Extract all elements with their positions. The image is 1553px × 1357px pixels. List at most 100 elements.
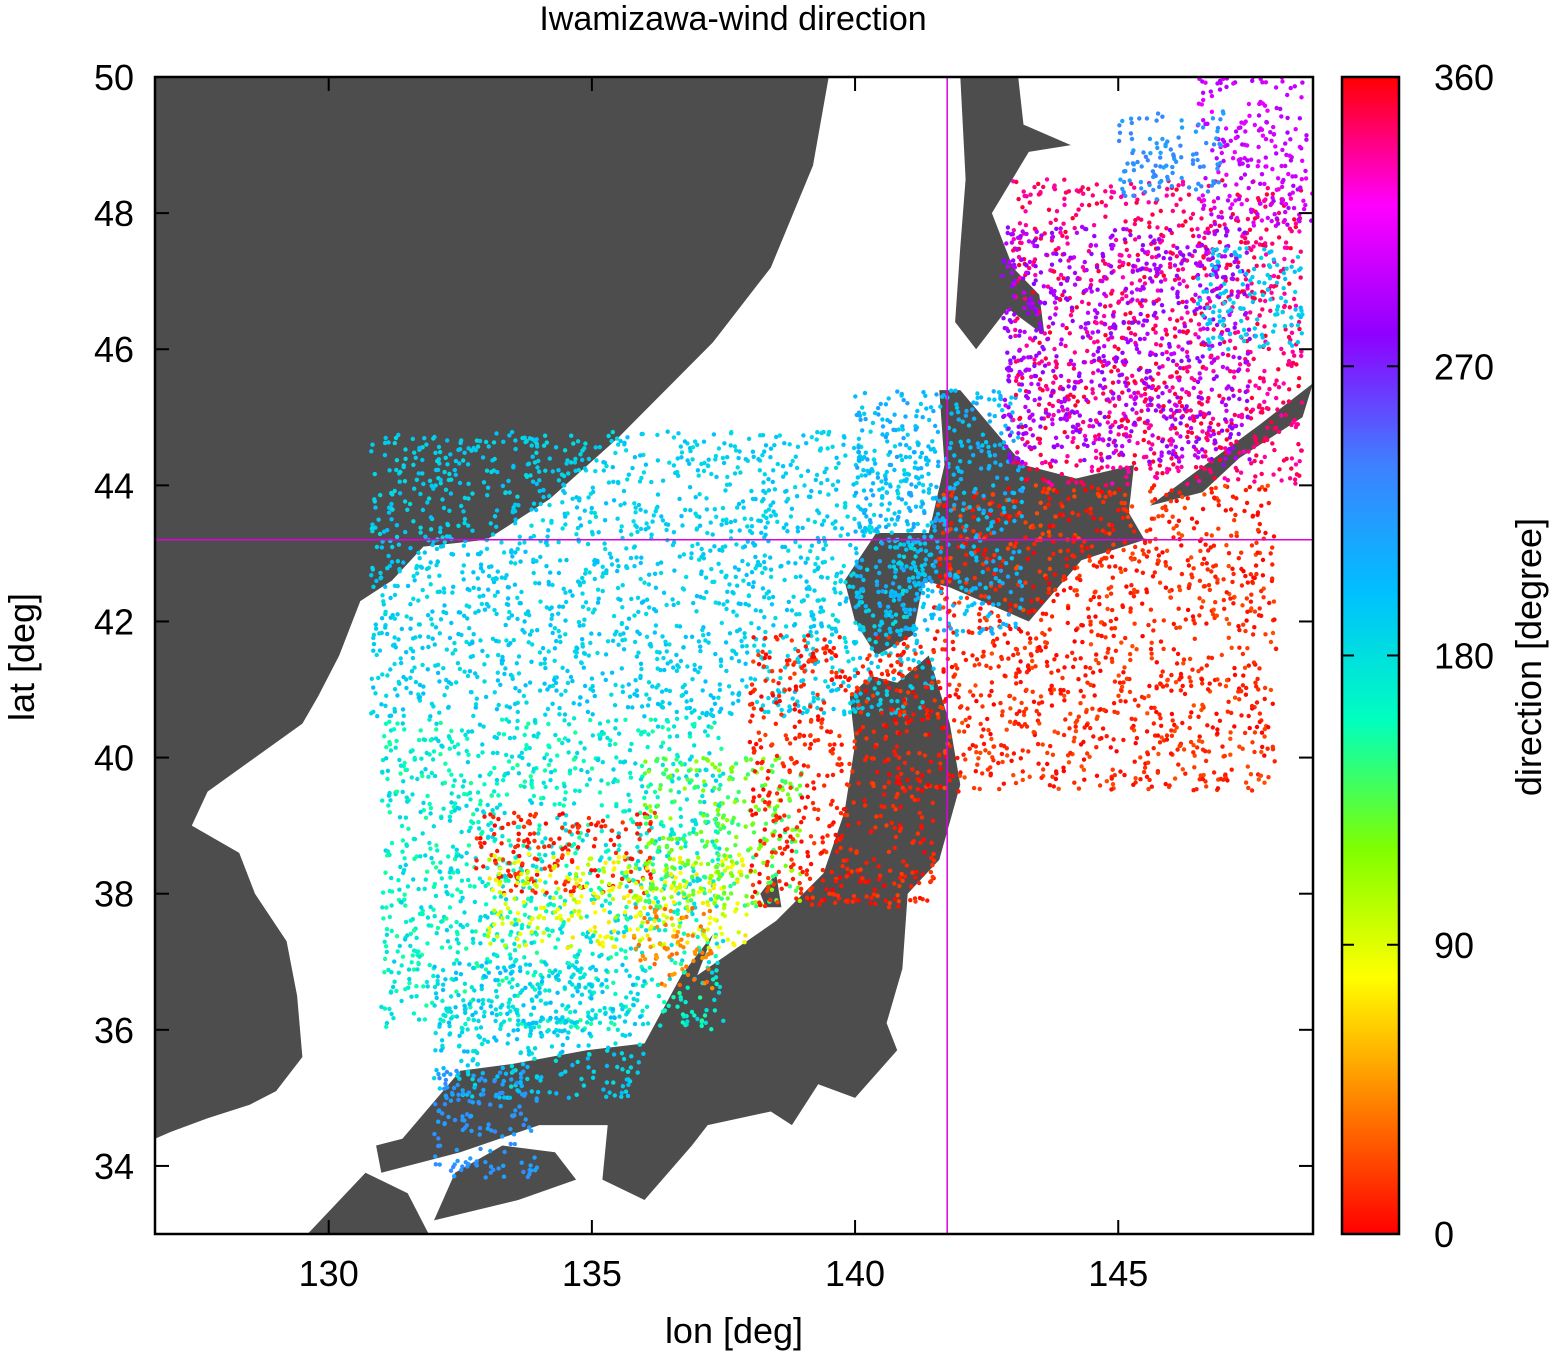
scatter-point	[419, 756, 424, 761]
scatter-point	[380, 672, 385, 677]
scatter-point	[426, 644, 431, 650]
scatter-point	[452, 467, 457, 473]
scatter-point	[692, 743, 697, 748]
scatter-point	[831, 820, 836, 825]
scatter-point	[526, 1048, 532, 1054]
scatter-point	[732, 471, 738, 476]
scatter-point	[618, 503, 623, 508]
scatter-point	[502, 810, 507, 816]
scatter-point	[497, 890, 503, 895]
scatter-point	[645, 703, 651, 708]
scatter-point	[449, 800, 454, 805]
scatter-point	[839, 833, 844, 838]
scatter-point	[616, 834, 621, 840]
scatter-point	[659, 744, 664, 749]
scatter-point	[766, 477, 771, 482]
scatter-point	[721, 813, 726, 818]
scatter-point	[569, 433, 574, 438]
scatter-point	[639, 555, 644, 560]
scatter-point	[508, 1009, 513, 1014]
scatter-point	[503, 666, 508, 671]
scatter-point	[535, 868, 540, 874]
scatter-point	[923, 732, 928, 737]
scatter-point	[930, 862, 935, 868]
scatter-point	[897, 883, 902, 889]
scatter-point	[908, 785, 913, 790]
scatter-point	[478, 798, 483, 804]
scatter-point	[771, 623, 776, 628]
scatter-point	[408, 943, 413, 949]
scatter-point	[903, 635, 908, 641]
scatter-point	[797, 719, 802, 724]
scatter-point	[930, 818, 936, 823]
scatter-point	[679, 513, 684, 519]
scatter-point	[569, 943, 574, 949]
scatter-point	[811, 699, 816, 704]
scatter-point	[704, 589, 709, 595]
scatter-point	[600, 574, 605, 579]
scatter-point	[529, 507, 534, 512]
scatter-point	[901, 588, 906, 593]
scatter-point	[902, 874, 908, 879]
scatter-point	[503, 897, 509, 902]
scatter-point	[537, 581, 542, 586]
scatter-point	[409, 994, 414, 999]
scatter-point	[930, 675, 936, 680]
scatter-point	[696, 639, 702, 644]
scatter-point	[548, 758, 553, 763]
scatter-point	[556, 570, 562, 576]
scatter-point	[394, 534, 400, 540]
scatter-point	[525, 844, 530, 849]
scatter-point	[570, 859, 575, 864]
scatter-point	[899, 561, 904, 567]
scatter-point	[564, 461, 569, 466]
scatter-point	[781, 474, 786, 479]
scatter-point	[1051, 523, 1056, 529]
scatter-point	[688, 898, 694, 903]
scatter-point	[563, 790, 568, 795]
scatter-point	[393, 645, 398, 650]
scatter-point	[430, 860, 436, 865]
scatter-point	[750, 882, 756, 888]
scatter-point	[820, 522, 825, 527]
scatter-point	[444, 685, 450, 690]
scatter-point	[762, 595, 767, 600]
scatter-point	[442, 469, 447, 475]
scatter-point	[675, 929, 681, 935]
scatter-point	[409, 669, 415, 674]
scatter-point	[830, 887, 835, 892]
scatter-point	[634, 688, 639, 693]
scatter-point	[505, 771, 511, 776]
scatter-point	[797, 734, 802, 739]
scatter-point	[798, 574, 803, 579]
scatter-point	[669, 942, 674, 948]
scatter-point	[610, 885, 616, 890]
scatter-point	[485, 802, 490, 808]
scatter-point	[626, 616, 632, 621]
scatter-point	[620, 1067, 625, 1072]
scatter-point	[395, 949, 400, 954]
scatter-point	[1167, 519, 1172, 524]
scatter-point	[403, 447, 408, 452]
scatter-point	[747, 739, 753, 745]
scatter-point	[879, 671, 885, 677]
scatter-point	[755, 760, 760, 766]
scatter-point	[471, 940, 476, 945]
scatter-point	[713, 934, 718, 940]
scatter-point	[392, 440, 397, 446]
scatter-point	[808, 741, 814, 747]
scatter-point	[615, 568, 620, 574]
scatter-point	[665, 719, 671, 724]
scatter-point	[690, 445, 696, 450]
scatter-point	[446, 854, 451, 859]
scatter-point	[729, 864, 734, 870]
scatter-point	[565, 1035, 570, 1041]
scatter-point	[369, 449, 374, 454]
scatter-point	[716, 852, 721, 858]
scatter-point	[471, 812, 476, 817]
scatter-point	[420, 587, 425, 593]
scatter-point	[814, 472, 820, 478]
scatter-point	[569, 893, 574, 898]
scatter-point	[535, 465, 540, 470]
scatter-point	[410, 649, 416, 654]
